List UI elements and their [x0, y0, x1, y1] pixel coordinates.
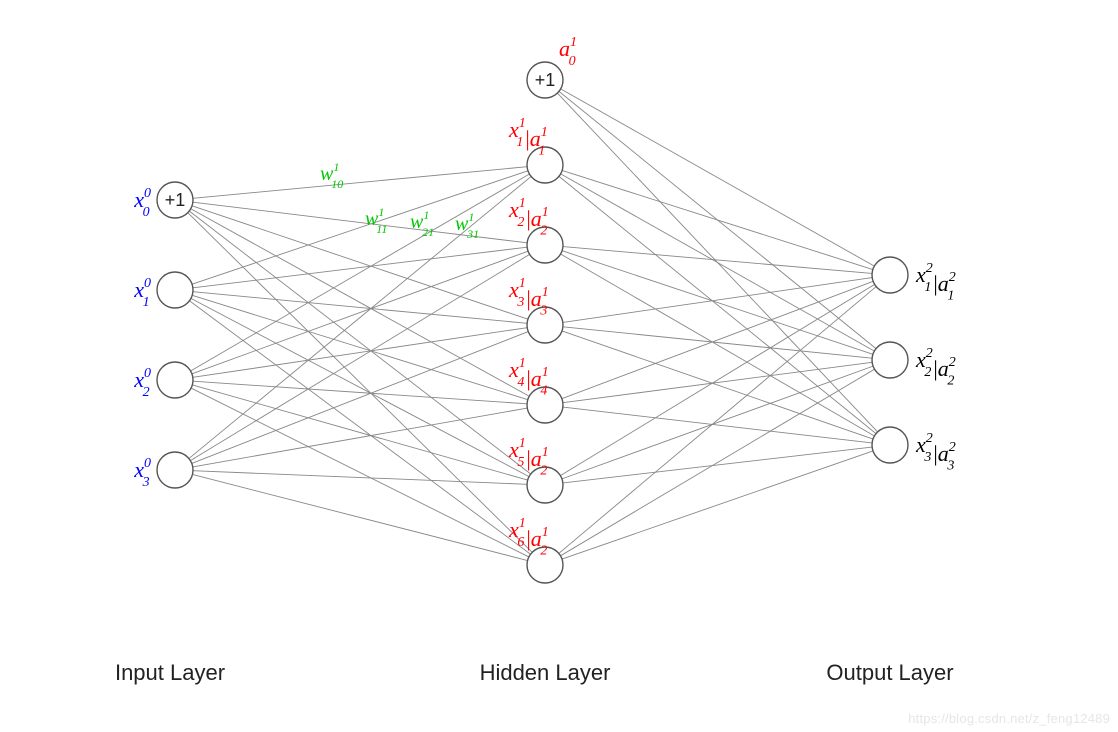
hidden-node-label: a10: [559, 35, 577, 69]
edge: [192, 251, 528, 374]
weight-label: w121: [410, 208, 434, 239]
edge: [192, 295, 528, 399]
edge: [563, 407, 872, 443]
edge: [563, 247, 872, 274]
edge: [559, 287, 876, 554]
nodes: +1x00x01x02x03+1a10x11|a11x12|a12x13|a13…: [133, 35, 956, 583]
edge: [193, 408, 528, 467]
edge: [188, 213, 532, 553]
edge: [561, 254, 875, 436]
edge: [192, 332, 528, 464]
edge: [562, 170, 873, 269]
edge: [190, 254, 529, 460]
edge: [193, 381, 527, 404]
edge: [563, 362, 872, 402]
weight-label: w111: [365, 205, 387, 236]
edge: [561, 89, 875, 266]
watermark-text: https://blog.csdn.net/z_feng12489: [908, 711, 1110, 726]
hidden-node-label: x13|a13: [508, 276, 549, 319]
output-node: [872, 342, 908, 378]
edge: [189, 211, 530, 474]
edge: [561, 174, 875, 351]
hidden-layer-title: Hidden Layer: [480, 660, 611, 685]
output-node-label: x22|a22: [915, 346, 956, 389]
output-node-label: x23|a23: [915, 431, 956, 474]
output-node-label: x21|a21: [915, 261, 956, 304]
neural-network-diagram: +1x00x01x02x03+1a10x11|a11x12|a12x13|a13…: [0, 0, 1118, 732]
hidden-node-label: x14|a14: [508, 356, 549, 399]
edge: [560, 284, 874, 475]
input-node-label: x02: [133, 366, 151, 400]
input-node-label: x03: [133, 456, 151, 490]
input-node-label: x01: [133, 276, 151, 310]
edge: [191, 174, 530, 371]
input-node: [157, 272, 193, 308]
edge: [559, 176, 876, 433]
output-node: [872, 427, 908, 463]
edge: [563, 447, 872, 483]
edge: [562, 451, 873, 559]
hidden-node-label: x11|a11: [508, 116, 547, 159]
input-node: [157, 452, 193, 488]
input-node: [157, 362, 193, 398]
output-node: [872, 257, 908, 293]
edge: [563, 327, 872, 358]
edge: [189, 301, 530, 555]
input-node-label: x00: [133, 186, 151, 220]
edge: [191, 298, 529, 476]
edge: [193, 328, 527, 378]
edge: [563, 278, 872, 323]
edge: [562, 281, 873, 398]
bias-text: +1: [165, 190, 186, 210]
input-layer-title: Input Layer: [115, 660, 225, 685]
bias-text: +1: [535, 70, 556, 90]
output-layer-title: Output Layer: [826, 660, 953, 685]
edge: [193, 167, 527, 199]
edge: [192, 474, 527, 560]
edge: [193, 292, 527, 324]
hidden-node-label: x12|a12: [508, 196, 549, 239]
edge: [562, 251, 873, 355]
